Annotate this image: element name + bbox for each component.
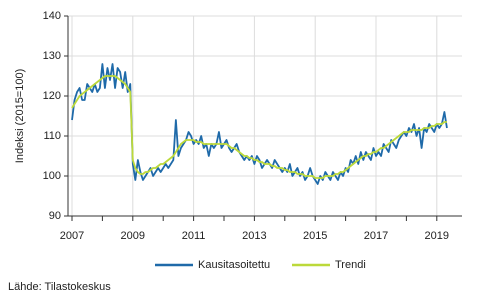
source-note: Lähde: Tilastokeskus (8, 281, 111, 293)
x-tick-label: 2019 (425, 230, 449, 242)
legend-label: Trendi (335, 259, 366, 271)
y-tick-label: 120 (43, 90, 61, 102)
series-line (71, 75, 447, 179)
y-tick-label: 110 (43, 130, 61, 142)
series-line (71, 63, 448, 185)
x-tick-label: 2015 (303, 230, 327, 242)
x-tick-label: 2013 (242, 230, 266, 242)
legend-label: Kausitasoitettu (198, 259, 270, 271)
x-tick-label: 2017 (364, 230, 388, 242)
y-tick-label: 130 (43, 50, 61, 62)
x-tick-label: 2007 (60, 230, 84, 242)
y-axis-title: Indeksi (2015=100) (14, 69, 26, 163)
y-tick-label: 100 (43, 170, 61, 182)
y-tick-label: 90 (49, 210, 61, 222)
x-tick-label: 2011 (182, 230, 206, 242)
x-tick-label: 2009 (121, 230, 145, 242)
y-tick-label: 140 (43, 10, 61, 22)
